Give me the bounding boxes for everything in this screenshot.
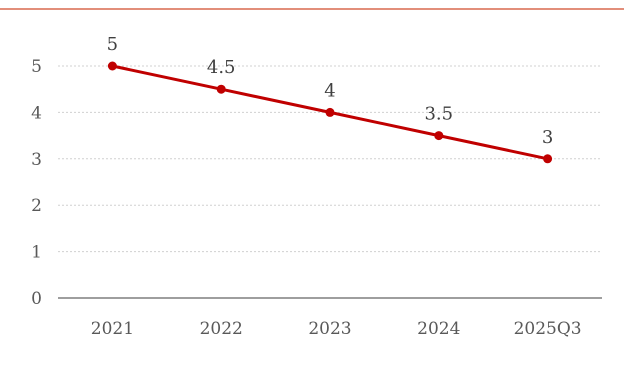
data-label: 5 [107, 34, 118, 55]
data-point [216, 84, 226, 94]
data-label: 4.5 [207, 57, 236, 78]
x-tick-label: 2023 [308, 319, 351, 339]
y-tick-label: 5 [31, 57, 42, 77]
x-tick-label: 2024 [417, 319, 460, 339]
labels: 5 4.5 4 3.5 3 [107, 34, 554, 148]
y-tick-label: 3 [31, 150, 42, 170]
y-tick-label: 2 [31, 196, 42, 216]
data-label: 3.5 [424, 104, 453, 125]
y-tick-label: 0 [31, 289, 42, 309]
data-point [434, 131, 444, 141]
x-tick-label: 2021 [91, 319, 134, 339]
data-label: 3 [542, 127, 553, 148]
y-tick-label: 1 [31, 243, 42, 263]
data-point [325, 107, 335, 117]
axes: 0 1 2 3 4 5 2021 2022 2023 2024 2025Q3 [31, 57, 602, 339]
x-tick-label: 2025Q3 [514, 319, 582, 339]
series [107, 61, 553, 164]
data-point [107, 61, 117, 71]
y-tick-label: 4 [31, 103, 42, 123]
x-tick-label: 2022 [200, 319, 243, 339]
data-label: 4 [324, 80, 335, 101]
data-point [543, 154, 553, 164]
